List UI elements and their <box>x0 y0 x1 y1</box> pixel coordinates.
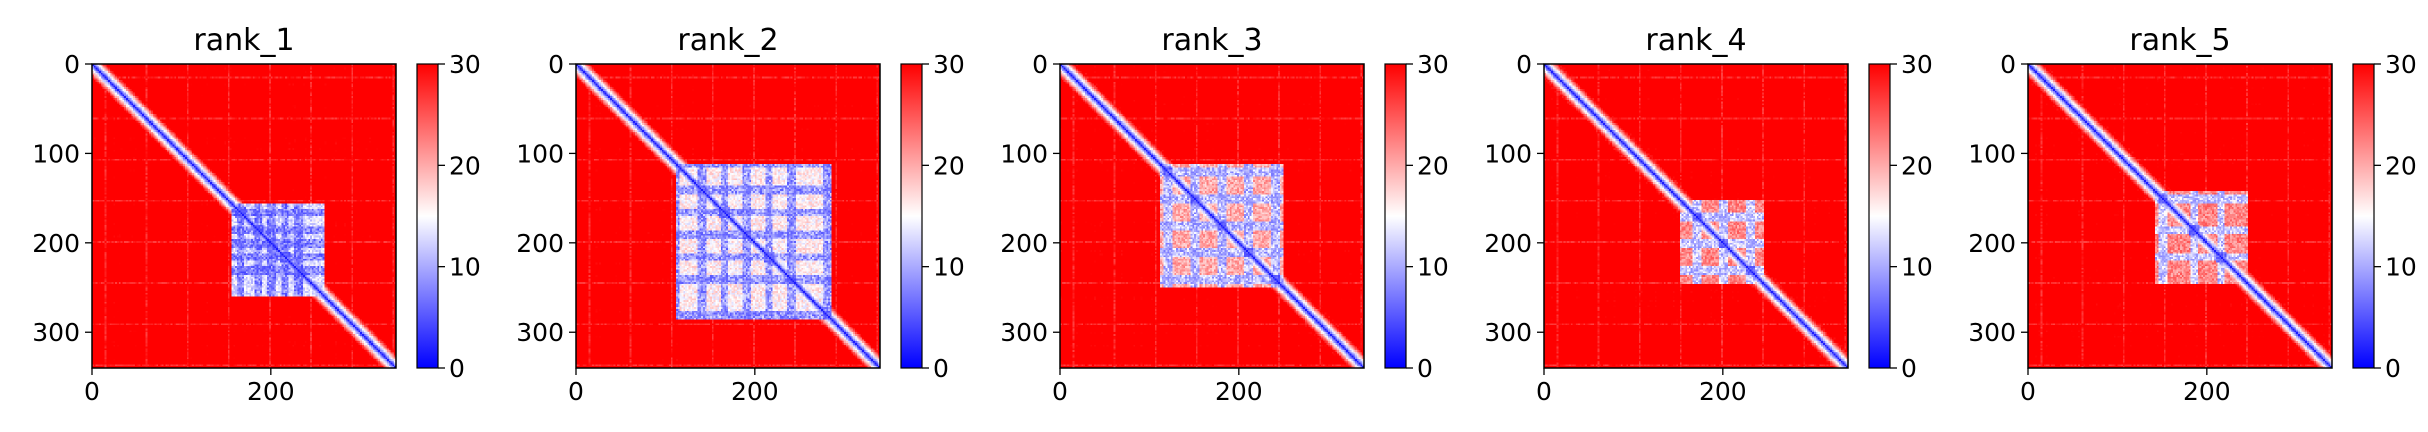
colorbar-frame <box>416 63 439 369</box>
heatmap-panel-2: rank_2 0 200 0 100 200 300 0 10 20 30 <box>516 23 965 406</box>
axes-frame <box>1543 63 1849 369</box>
x-tick-label: 0 <box>1536 377 1552 406</box>
y-tick-label: 100 <box>516 139 564 168</box>
x-tick-label: 0 <box>568 377 584 406</box>
colorbar-tick-label: 10 <box>1417 253 1449 282</box>
colorbar-tick-label: 0 <box>1901 354 1917 383</box>
x-tick-label: 0 <box>2020 377 2036 406</box>
colorbar <box>2353 64 2374 368</box>
axes-frame <box>575 63 881 369</box>
colorbar-tick-label: 30 <box>1417 50 1449 79</box>
axes-frame <box>1059 63 1365 369</box>
x-tick-label: 200 <box>247 377 295 406</box>
y-tick-label: 100 <box>1968 139 2016 168</box>
panel-title: rank_3 <box>1161 23 1262 58</box>
colorbar-tick-label: 30 <box>933 50 965 79</box>
colorbar-tick-label: 10 <box>2385 253 2417 282</box>
colorbar-frame <box>1384 63 1407 369</box>
heatmap-image <box>1060 64 1364 368</box>
colorbar-tick-label: 0 <box>449 354 465 383</box>
y-tick-label: 100 <box>1000 139 1048 168</box>
colorbar-tick-label: 30 <box>1901 50 1933 79</box>
axes-frame <box>91 63 397 369</box>
y-tick-label: 300 <box>516 318 564 347</box>
y-tick-label: 300 <box>1968 318 2016 347</box>
x-tick-label: 200 <box>1699 377 1747 406</box>
axes-frame <box>2027 63 2333 369</box>
heatmap-image <box>92 64 396 368</box>
colorbar-tick-label: 30 <box>2385 50 2417 79</box>
y-tick-label: 100 <box>32 139 80 168</box>
y-tick-label: 0 <box>64 50 80 79</box>
colorbar-tick-label: 0 <box>1417 354 1433 383</box>
panel-title: rank_1 <box>193 23 294 58</box>
colorbar-frame <box>900 63 923 369</box>
x-tick-label: 0 <box>1052 377 1068 406</box>
x-tick-label: 200 <box>2183 377 2231 406</box>
colorbar-tick-label: 0 <box>2385 354 2401 383</box>
heatmap-image <box>1544 64 1848 368</box>
y-tick-label: 200 <box>32 229 80 258</box>
colorbar-tick-label: 10 <box>933 253 965 282</box>
y-tick-label: 0 <box>548 50 564 79</box>
colorbar <box>1385 64 1406 368</box>
colorbar-tick-label: 30 <box>449 50 481 79</box>
colorbar-tick-label: 10 <box>1901 253 1933 282</box>
colorbar <box>1869 64 1890 368</box>
heatmap-panel-5: rank_5 0 200 0 100 200 300 0 10 20 30 <box>1968 23 2417 406</box>
y-tick-label: 0 <box>1032 50 1048 79</box>
colorbar-frame <box>2352 63 2375 369</box>
colorbar <box>417 64 438 368</box>
colorbar-frame <box>1868 63 1891 369</box>
colorbar-tick-label: 20 <box>1417 151 1449 180</box>
heatmap-image <box>576 64 880 368</box>
y-tick-label: 0 <box>1516 50 1532 79</box>
y-tick-label: 100 <box>1484 139 1532 168</box>
y-tick-label: 0 <box>2000 50 2016 79</box>
heatmap-panel-4: rank_4 0 200 0 100 200 300 0 10 20 30 <box>1484 23 1933 406</box>
panel-title: rank_5 <box>2129 23 2230 58</box>
colorbar-tick-label: 20 <box>449 151 481 180</box>
y-tick-label: 200 <box>1484 229 1532 258</box>
x-tick-label: 200 <box>1215 377 1263 406</box>
heatmap-image <box>2028 64 2332 368</box>
y-tick-label: 300 <box>1000 318 1048 347</box>
y-tick-label: 300 <box>32 318 80 347</box>
panel-title: rank_2 <box>677 23 778 58</box>
y-tick-label: 200 <box>1968 229 2016 258</box>
y-tick-label: 200 <box>1000 229 1048 258</box>
panel-title: rank_4 <box>1645 23 1746 58</box>
x-tick-label: 0 <box>84 377 100 406</box>
colorbar-tick-label: 10 <box>449 253 481 282</box>
x-tick-label: 200 <box>731 377 779 406</box>
heatmap-panel-1: rank_1 0 200 0 100 200 300 0 10 20 30 <box>32 23 481 406</box>
y-tick-label: 300 <box>1484 318 1532 347</box>
heatmap-panel-3: rank_3 0 200 0 100 200 300 0 10 20 30 <box>1000 23 1449 406</box>
colorbar <box>901 64 922 368</box>
colorbar-tick-label: 20 <box>2385 151 2417 180</box>
y-tick-label: 200 <box>516 229 564 258</box>
colorbar-tick-label: 20 <box>1901 151 1933 180</box>
colorbar-tick-label: 20 <box>933 151 965 180</box>
colorbar-tick-label: 0 <box>933 354 949 383</box>
